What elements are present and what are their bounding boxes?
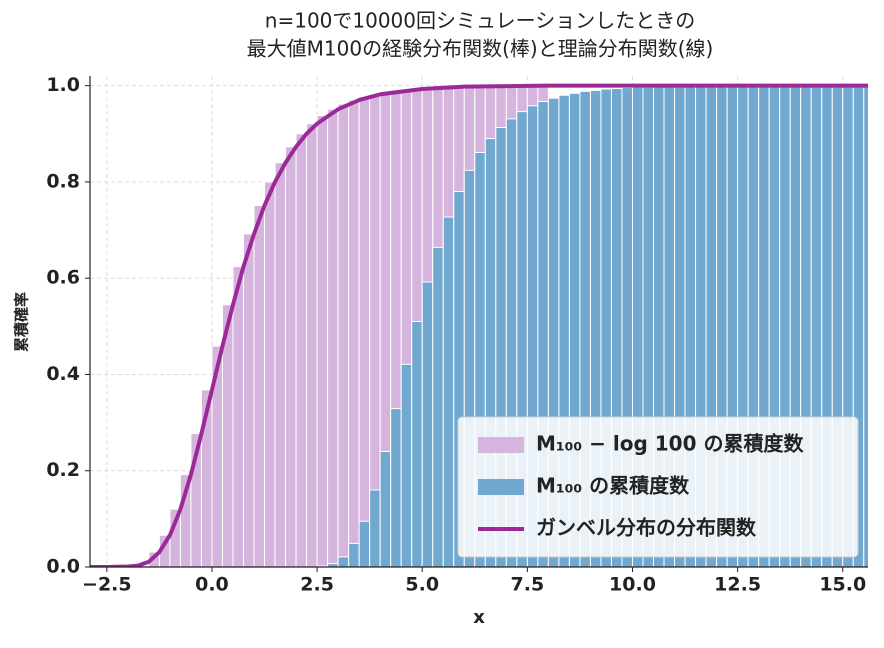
bar (253, 204, 266, 567)
bar (242, 233, 255, 567)
bar (432, 246, 444, 567)
x-tick-label: 12.5 (714, 574, 761, 596)
x-tick-label: 7.5 (511, 574, 545, 596)
y-axis-label: 累積確率 (13, 292, 31, 352)
y-tick-label: 0.2 (46, 459, 80, 481)
bar (400, 363, 413, 567)
x-tick-label: 10.0 (609, 574, 656, 596)
bar (285, 146, 297, 567)
bar (264, 181, 276, 567)
y-tick-label: 0.8 (46, 170, 80, 192)
chart-title: 最大値M100の経験分布関数(棒)と理論分布関数(線) (247, 37, 714, 61)
y-tick-label: 0.0 (46, 556, 80, 578)
bar (421, 281, 434, 567)
legend-box (457, 416, 859, 558)
bar (369, 489, 381, 567)
y-tick-label: 1.0 (46, 74, 80, 96)
bar (306, 123, 318, 567)
bar (358, 96, 371, 567)
x-tick-label: 5.0 (405, 574, 439, 596)
bar (863, 85, 868, 567)
legend-label: M₁₀₀ の累積度数 (536, 474, 690, 498)
x-tick-label: 0.0 (195, 574, 229, 596)
bar (358, 520, 371, 567)
legend-label: M₁₀₀ − log 100 の累積度数 (536, 432, 804, 456)
bar (327, 108, 339, 567)
line (90, 83, 868, 567)
bar (316, 114, 329, 567)
y-tick-label: 0.6 (46, 267, 80, 289)
bar (348, 542, 360, 567)
bar (390, 408, 402, 567)
bar (348, 99, 360, 567)
x-axis-label: x (473, 607, 485, 628)
bar (232, 266, 244, 567)
legend-label: ガンベル分布の分布関数 (536, 516, 757, 540)
plot-area (90, 83, 868, 567)
x-tick-label: 15.0 (819, 574, 866, 596)
y-tick-label: 0.4 (46, 363, 80, 385)
bar (442, 216, 455, 567)
chart-title: n=100で10000回シミュレーションしたときの (265, 9, 695, 33)
bar (411, 321, 423, 567)
x-tick-label: −2.5 (82, 574, 132, 596)
legend-swatch (478, 437, 524, 453)
bar (295, 133, 308, 567)
legend-swatch (478, 479, 524, 495)
bar (337, 103, 350, 567)
bar (337, 556, 350, 567)
x-tick-label: 2.5 (300, 574, 334, 596)
bar (274, 162, 287, 567)
bar (379, 450, 392, 567)
